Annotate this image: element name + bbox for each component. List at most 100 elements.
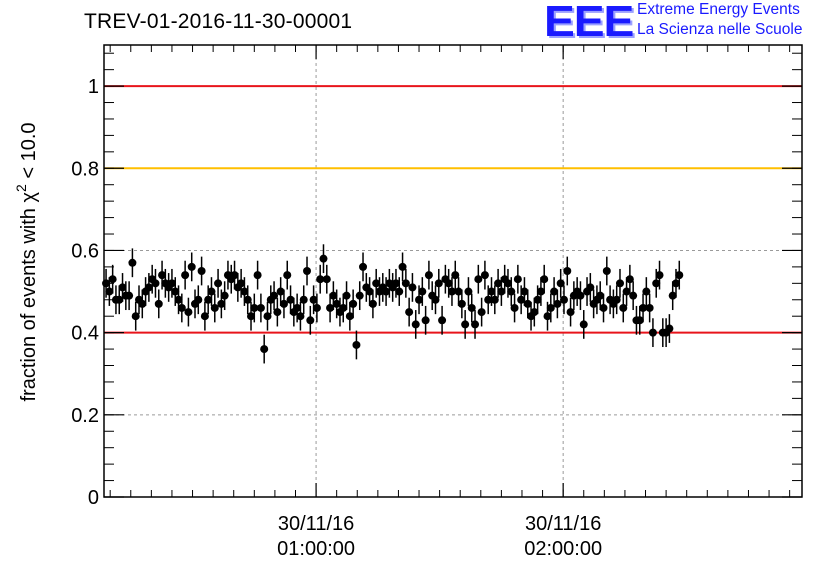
data-point (214, 279, 223, 288)
data-point (533, 295, 542, 304)
data-point (118, 283, 127, 292)
data-point (105, 287, 114, 296)
data-point (629, 291, 638, 300)
data-point (184, 308, 193, 317)
plot-frame (103, 44, 803, 498)
y-axis-label-pre: fraction of events with (18, 203, 40, 402)
data-point (256, 303, 265, 312)
data-point (210, 303, 219, 312)
data-point (401, 279, 410, 288)
data-point (372, 279, 381, 288)
data-point (559, 295, 568, 304)
data-point (339, 303, 348, 312)
data-point (530, 308, 539, 317)
data-point (461, 320, 470, 329)
data-point (174, 295, 183, 304)
data-point (270, 291, 279, 300)
data-point (474, 275, 483, 284)
data-point (579, 320, 588, 329)
data-point (263, 312, 272, 321)
data-point (424, 271, 433, 280)
data-point (411, 320, 420, 329)
data-point (625, 275, 634, 284)
data-point (451, 271, 460, 280)
data-point (220, 291, 229, 300)
data-point (200, 312, 209, 321)
data-point (293, 303, 302, 312)
data-point (158, 271, 167, 280)
data-point (207, 287, 216, 296)
data-point (306, 316, 315, 325)
data-point (639, 303, 648, 312)
x-tick-label-date: 30/11/16 (525, 513, 601, 535)
data-point (398, 262, 407, 271)
data-point (194, 295, 203, 304)
data-point (536, 287, 545, 296)
data-point (513, 275, 522, 284)
x-tick-label-time: 01:00:00 (277, 538, 355, 560)
data-point (253, 271, 262, 280)
data-point (276, 287, 285, 296)
data-point (421, 316, 430, 325)
data-point (431, 295, 440, 304)
data-point (487, 287, 496, 296)
data-point (299, 295, 308, 304)
data-point (467, 303, 476, 312)
data-point (286, 295, 295, 304)
data-point (177, 303, 186, 312)
data-point (405, 308, 414, 317)
data-point (652, 279, 661, 288)
data-point (355, 291, 364, 300)
data-point (668, 291, 677, 300)
data-point (260, 345, 269, 354)
data-point (540, 275, 549, 284)
data-point (655, 271, 664, 280)
data-point (359, 262, 368, 271)
data-point (477, 308, 486, 317)
y-tick-label: 0.2 (71, 405, 99, 427)
data-point (296, 312, 305, 321)
data-point (237, 279, 246, 288)
data-point (316, 275, 325, 284)
data-point (197, 267, 206, 275)
data-point (240, 287, 249, 296)
data-point (138, 299, 147, 308)
y-axis-label-sup: 2 (13, 184, 29, 192)
data-point (553, 299, 562, 308)
data-point (510, 303, 519, 312)
data-point (480, 271, 489, 280)
data-point (635, 316, 644, 325)
data-point (596, 291, 605, 300)
data-point (382, 287, 391, 296)
data-point (303, 267, 312, 275)
data-point (447, 287, 456, 296)
data-point (454, 287, 463, 296)
axis-ticks (104, 45, 802, 498)
data-point (243, 295, 252, 304)
data-point (602, 267, 611, 275)
data-point (523, 299, 532, 308)
chart-title: TREV-01-2016-11-30-00001 (84, 10, 353, 33)
data-point (438, 316, 447, 325)
data-point (550, 287, 559, 296)
data-point (352, 340, 361, 349)
data-point (612, 295, 621, 304)
data-point (345, 312, 354, 321)
data-point (329, 291, 338, 300)
data-point (283, 271, 292, 280)
data-point (546, 303, 555, 312)
y-tick-label: 0 (88, 487, 99, 509)
data-point (586, 283, 595, 292)
x-tick-labels: 30/11/16 01:00:00 30/11/16 02:00:00 (277, 513, 602, 560)
data-point (368, 299, 377, 308)
data-point (543, 312, 552, 321)
data-point (144, 283, 153, 292)
data-point (273, 308, 282, 317)
data-point (484, 295, 493, 304)
data-point (128, 258, 137, 267)
data-point (349, 299, 358, 308)
data-point (434, 279, 443, 288)
data-point (342, 291, 351, 300)
data-point (642, 287, 651, 296)
y-tick-label: 0.6 (71, 240, 99, 262)
